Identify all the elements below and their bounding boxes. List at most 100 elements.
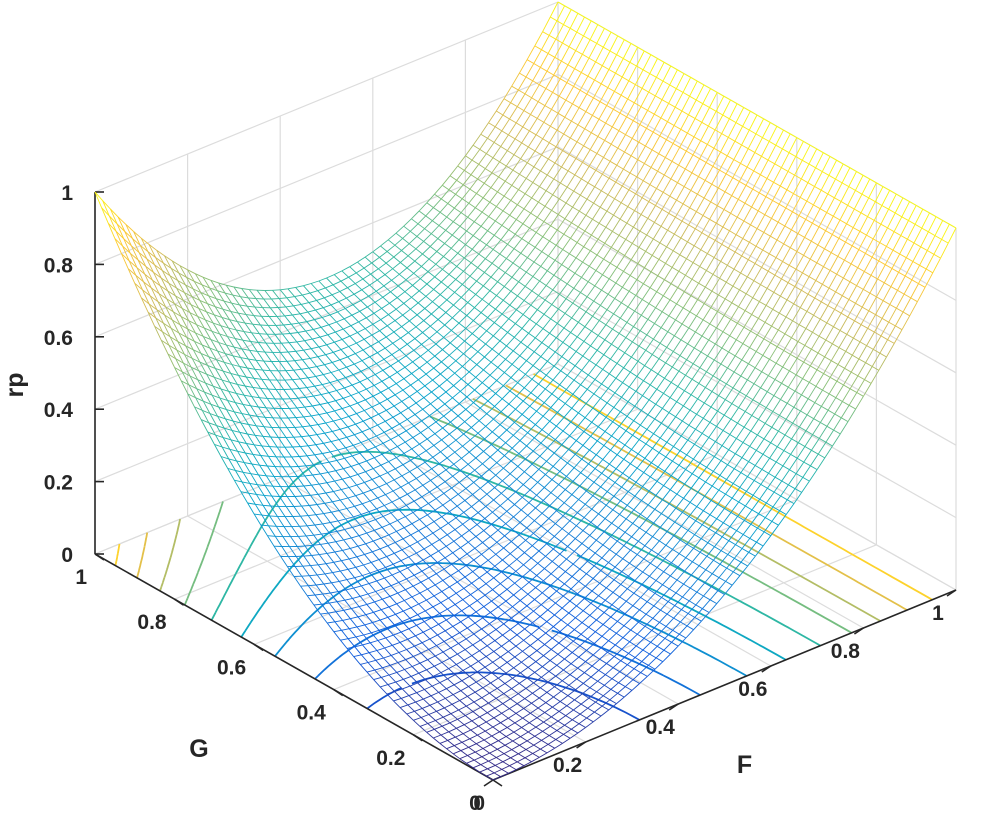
- surface-mesh-edge: [789, 358, 797, 371]
- surface-mesh-edge: [707, 144, 714, 148]
- surface-mesh-edge: [332, 429, 340, 431]
- surface-mesh-edge: [478, 179, 485, 183]
- surface-mesh-edge: [726, 174, 733, 178]
- surface-mesh-edge: [441, 199, 448, 204]
- surface-mesh-edge: [538, 89, 546, 102]
- surface-mesh-edge: [293, 447, 300, 457]
- surface-mesh-edge: [503, 200, 511, 211]
- surface-mesh-edge: [619, 223, 627, 235]
- surface-mesh-edge: [867, 235, 874, 239]
- surface-mesh-edge: [309, 435, 317, 436]
- surface-mesh-edge: [394, 327, 402, 332]
- surface-mesh-edge: [452, 235, 459, 240]
- surface-mesh-edge: [415, 339, 422, 345]
- surface-mesh-edge: [583, 356, 590, 361]
- surface-mesh-edge: [859, 346, 867, 359]
- surface-mesh-edge: [497, 456, 505, 463]
- surface-mesh-edge: [581, 58, 589, 72]
- surface-mesh-edge: [302, 358, 310, 359]
- surface-mesh-edge: [332, 431, 339, 439]
- surface-mesh-edge: [583, 436, 591, 445]
- surface-mesh-edge: [332, 362, 339, 370]
- surface-mesh-edge: [630, 276, 637, 280]
- surface-mesh-edge: [544, 122, 551, 126]
- surface-mesh-edge: [732, 404, 739, 408]
- surface-mesh-edge: [563, 28, 571, 43]
- surface-mesh-edge: [374, 381, 382, 385]
- surface-mesh-edge: [785, 423, 793, 435]
- surface-mesh-edge: [299, 456, 307, 457]
- surface-mesh-edge: [815, 298, 822, 302]
- surface-mesh-edge: [463, 440, 471, 446]
- surface-mesh-edge: [523, 224, 530, 228]
- surface-mesh-edge: [542, 241, 550, 252]
- surface-mesh-edge: [707, 130, 715, 145]
- surface-mesh-edge: [328, 403, 335, 411]
- surface-mesh-edge: [590, 137, 598, 150]
- surface-mesh-edge: [289, 408, 296, 417]
- surface-mesh-edge: [390, 377, 397, 384]
- surface-mesh-edge: [370, 280, 378, 285]
- surface-mesh-edge: [669, 89, 677, 104]
- surface-mesh-edge: [545, 195, 553, 207]
- surface-mesh-edge: [596, 271, 603, 275]
- surface-mesh-edge: [379, 257, 386, 263]
- surface-mesh-edge: [684, 74, 691, 78]
- surface-mesh-edge: [394, 401, 402, 406]
- surface-mesh-edge: [246, 315, 253, 325]
- surface-mesh-edge: [708, 453, 715, 457]
- surface-mesh-edge: [423, 254, 430, 259]
- surface-mesh-edge: [382, 454, 389, 461]
- surface-mesh-edge: [431, 398, 439, 404]
- surface-mesh-edge: [652, 243, 660, 256]
- surface-mesh-edge: [617, 152, 625, 165]
- surface-mesh-edge: [526, 77, 533, 81]
- surface-mesh-edge: [619, 322, 627, 333]
- surface-mesh-edge: [488, 138, 495, 142]
- surface-mesh-edge: [415, 333, 423, 339]
- surface-mesh-edge: [774, 292, 781, 296]
- surface-mesh-edge: [383, 516, 390, 524]
- surface-mesh-edge: [357, 485, 364, 493]
- surface-mesh-edge: [643, 284, 650, 288]
- surface-mesh-edge: [374, 385, 381, 392]
- surface-mesh-edge: [746, 294, 753, 298]
- surface-mesh-edge: [728, 465, 735, 469]
- surface-mesh-edge: [597, 255, 604, 259]
- surface-mesh-edge: [536, 508, 543, 513]
- surface-mesh-edge: [476, 458, 483, 464]
- surface-mesh-edge: [566, 100, 573, 104]
- surface-mesh-edge: [687, 246, 695, 259]
- surface-mesh-edge: [774, 279, 782, 292]
- surface-mesh-edge: [390, 298, 398, 304]
- surface-mesh-edge: [564, 408, 572, 417]
- surface-mesh-edge: [817, 263, 824, 267]
- surface-mesh-edge: [542, 513, 549, 518]
- surface-mesh-edge: [548, 159, 555, 163]
- surface-mesh-edge: [481, 396, 488, 401]
- surface-mesh-edge: [894, 217, 902, 232]
- surface-mesh-edge: [804, 362, 811, 366]
- surface-mesh-edge: [728, 356, 736, 368]
- surface-mesh-edge: [809, 149, 817, 164]
- surface-mesh-edge: [417, 462, 425, 467]
- surface-mesh-edge: [538, 102, 545, 106]
- surface-mesh-edge: [677, 70, 684, 74]
- surface-mesh-edge: [469, 203, 476, 208]
- surface-mesh-edge: [909, 205, 917, 220]
- surface-mesh-edge: [272, 427, 279, 437]
- surface-mesh-edge: [311, 284, 318, 291]
- surface-mesh-edge: [436, 422, 443, 428]
- surface-mesh-edge: [577, 327, 585, 337]
- surface-mesh-edge: [826, 340, 833, 344]
- surface-mesh-edge: [321, 327, 328, 335]
- surface-mesh-edge: [532, 291, 539, 296]
- surface-mesh-edge: [809, 263, 817, 277]
- surface-mesh-edge: [401, 487, 408, 494]
- surface-mesh-edge: [800, 294, 808, 307]
- surface-mesh-edge: [647, 429, 654, 433]
- surface-mesh-edge: [561, 280, 568, 284]
- surface-mesh-edge: [609, 279, 616, 283]
- surface-mesh-edge: [776, 258, 783, 262]
- surface-mesh-edge: [527, 352, 535, 361]
